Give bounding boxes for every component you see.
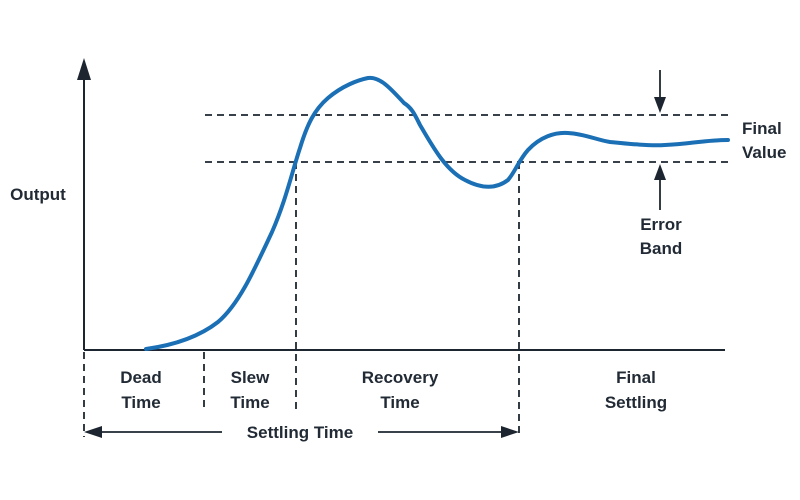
error-band-top-arrowhead [654,97,666,113]
phase-final-line1: Final [616,368,656,387]
phase-dead-line2: Time [121,393,160,412]
phase-slew-line2: Time [230,393,269,412]
phase-recovery-line2: Time [380,393,419,412]
y-axis-arrowhead [77,58,91,80]
settling-time-label: Settling Time [247,423,353,442]
phase-final-line2: Settling [605,393,667,412]
phase-slew-line1: Slew [231,368,271,387]
error-band-label-line1: Error [640,215,682,234]
error-band-bottom-arrowhead [654,164,666,180]
settling-time-right-arrowhead [501,426,519,438]
output-response-curve [144,75,730,351]
error-band-label-line2: Band [640,239,683,258]
y-axis-label: Output [10,185,66,204]
phase-dead-line1: Dead [120,368,162,387]
final-value-label-line1: Final [742,119,782,138]
settling-time-left-arrowhead [84,426,102,438]
phase-recovery-line1: Recovery [362,368,439,387]
final-value-label-line2: Value [742,143,786,162]
